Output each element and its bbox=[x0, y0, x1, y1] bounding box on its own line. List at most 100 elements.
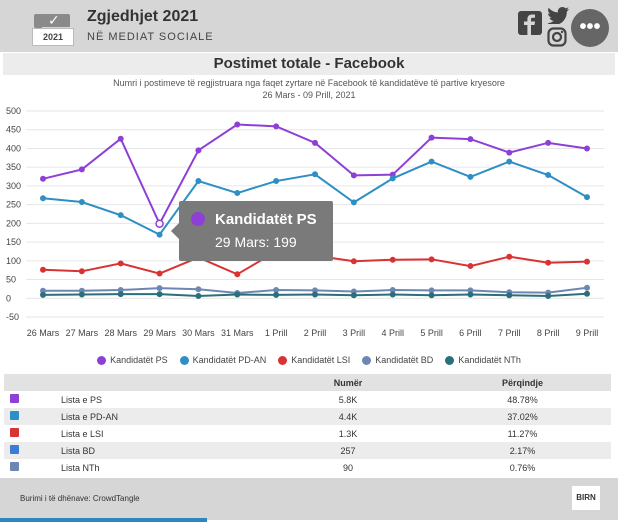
data-point bbox=[389, 256, 396, 263]
party-logo-icon bbox=[10, 428, 19, 437]
x-tick-label: 9 Prill bbox=[576, 328, 599, 338]
data-point bbox=[350, 292, 357, 299]
legend-label: Kandidatët BD bbox=[375, 355, 434, 365]
x-tick-label: 1 Prill bbox=[265, 328, 288, 338]
data-point bbox=[350, 172, 357, 179]
y-tick-label: 50 bbox=[6, 275, 16, 285]
data-point bbox=[467, 173, 474, 180]
legend-item[interactable]: Kandidatët PS bbox=[97, 355, 168, 366]
table-row: Lista BD 257 2.17% bbox=[4, 442, 611, 459]
data-point bbox=[156, 291, 163, 298]
legend-dot bbox=[179, 356, 189, 366]
data-point bbox=[78, 268, 85, 275]
legend-dot bbox=[278, 356, 288, 366]
data-point bbox=[312, 139, 318, 146]
legend-item[interactable]: Kandidatët LSI bbox=[278, 355, 350, 366]
data-point bbox=[156, 231, 163, 238]
table-header-number: Numër bbox=[262, 374, 434, 391]
x-tick-label: 3 Prill bbox=[343, 328, 366, 338]
y-tick-label: 300 bbox=[6, 181, 21, 191]
x-tick-label: 5 Prill bbox=[420, 328, 443, 338]
data-point bbox=[78, 166, 85, 173]
legend-item[interactable]: Kandidatët PD-AN bbox=[179, 355, 267, 366]
x-tick-label: 27 Mars bbox=[66, 328, 99, 338]
data-point bbox=[545, 139, 552, 146]
row-number: 5.8K bbox=[338, 394, 358, 405]
table-header-name bbox=[60, 374, 262, 391]
data-point bbox=[350, 258, 357, 265]
data-point bbox=[40, 291, 46, 298]
data-point bbox=[156, 285, 163, 292]
data-point bbox=[195, 178, 202, 185]
chart-subtitle: Numri i postimeve të regjistruara nga fa… bbox=[0, 77, 618, 101]
y-tick-label: 100 bbox=[6, 256, 21, 266]
x-tick-label: 8 Prill bbox=[537, 328, 560, 338]
party-logo-icon bbox=[10, 445, 19, 454]
row-percent: 37.02% bbox=[434, 408, 611, 425]
legend-dot bbox=[362, 356, 372, 366]
data-point bbox=[584, 290, 590, 297]
y-tick-label: 500 bbox=[6, 106, 21, 116]
legend-item[interactable]: Kandidatët NTh bbox=[445, 355, 521, 366]
data-point bbox=[273, 178, 280, 185]
data-point bbox=[389, 291, 396, 298]
data-point bbox=[584, 145, 590, 152]
row-percent: 48.78% bbox=[507, 394, 538, 405]
x-tick-label: 29 Mars bbox=[143, 328, 176, 338]
data-point bbox=[506, 158, 513, 165]
legend-label: Kandidatët PD-AN bbox=[192, 355, 267, 365]
data-point bbox=[155, 219, 164, 228]
data-point bbox=[584, 258, 590, 265]
data-point bbox=[234, 271, 241, 278]
row-name: Lista BD bbox=[60, 442, 262, 459]
data-point bbox=[428, 134, 435, 141]
party-logo-icon bbox=[10, 462, 19, 471]
x-tick-label: 7 Prill bbox=[498, 328, 521, 338]
data-point bbox=[273, 287, 280, 294]
row-name: Lista e PD-AN bbox=[60, 408, 262, 425]
page-title: Zgjedhjet 2021 bbox=[87, 8, 199, 25]
facebook-icon[interactable] bbox=[517, 10, 543, 36]
twitter-icon[interactable] bbox=[548, 6, 570, 24]
row-number: 4.4K bbox=[262, 408, 434, 425]
page-subtitle: NË MEDIAT SOCIALE bbox=[87, 31, 214, 43]
data-point bbox=[428, 287, 435, 294]
row-number: 257 bbox=[262, 442, 434, 459]
data-point bbox=[506, 253, 513, 260]
data-point bbox=[506, 149, 513, 156]
data-point bbox=[467, 136, 474, 143]
footer: Burimi i të dhënave: CrowdTangle BIRN bbox=[0, 478, 618, 520]
party-logo-icon bbox=[10, 394, 19, 403]
legend-item[interactable]: Kandidatët BD bbox=[362, 355, 434, 366]
data-point bbox=[156, 270, 163, 277]
data-point bbox=[312, 291, 318, 298]
data-point bbox=[506, 292, 513, 299]
row-percent: 2.17% bbox=[434, 442, 611, 459]
more-options-button[interactable]: ••• bbox=[571, 9, 609, 47]
data-point bbox=[78, 199, 85, 206]
data-point bbox=[545, 259, 552, 266]
data-point bbox=[428, 256, 435, 263]
ballot-logo: ✓ 2021 bbox=[30, 6, 74, 46]
data-point bbox=[312, 171, 318, 178]
party-logo-icon bbox=[10, 411, 19, 420]
data-point bbox=[234, 291, 241, 298]
tooltip-series-dot bbox=[191, 212, 205, 226]
scroll-progress-bar bbox=[0, 518, 207, 522]
table-row: Lista NTh 90 0.76% bbox=[4, 459, 611, 476]
y-tick-label: 450 bbox=[6, 125, 21, 135]
row-number: 1.3K bbox=[338, 428, 358, 439]
check-icon: ✓ bbox=[48, 12, 60, 28]
legend-dot bbox=[445, 356, 455, 366]
data-point bbox=[234, 190, 241, 197]
data-point bbox=[195, 293, 202, 300]
legend-label: Kandidatët NTh bbox=[458, 355, 521, 365]
instagram-icon[interactable] bbox=[547, 27, 567, 47]
y-tick-label: 400 bbox=[6, 143, 21, 153]
y-tick-label: 250 bbox=[6, 200, 21, 210]
table-header-icon bbox=[4, 374, 60, 391]
data-point bbox=[545, 172, 552, 179]
x-tick-label: 30 Mars bbox=[182, 328, 215, 338]
y-tick-label: 150 bbox=[6, 237, 21, 247]
table-row: Lista e PS 5.8K 48.78% bbox=[4, 391, 611, 408]
